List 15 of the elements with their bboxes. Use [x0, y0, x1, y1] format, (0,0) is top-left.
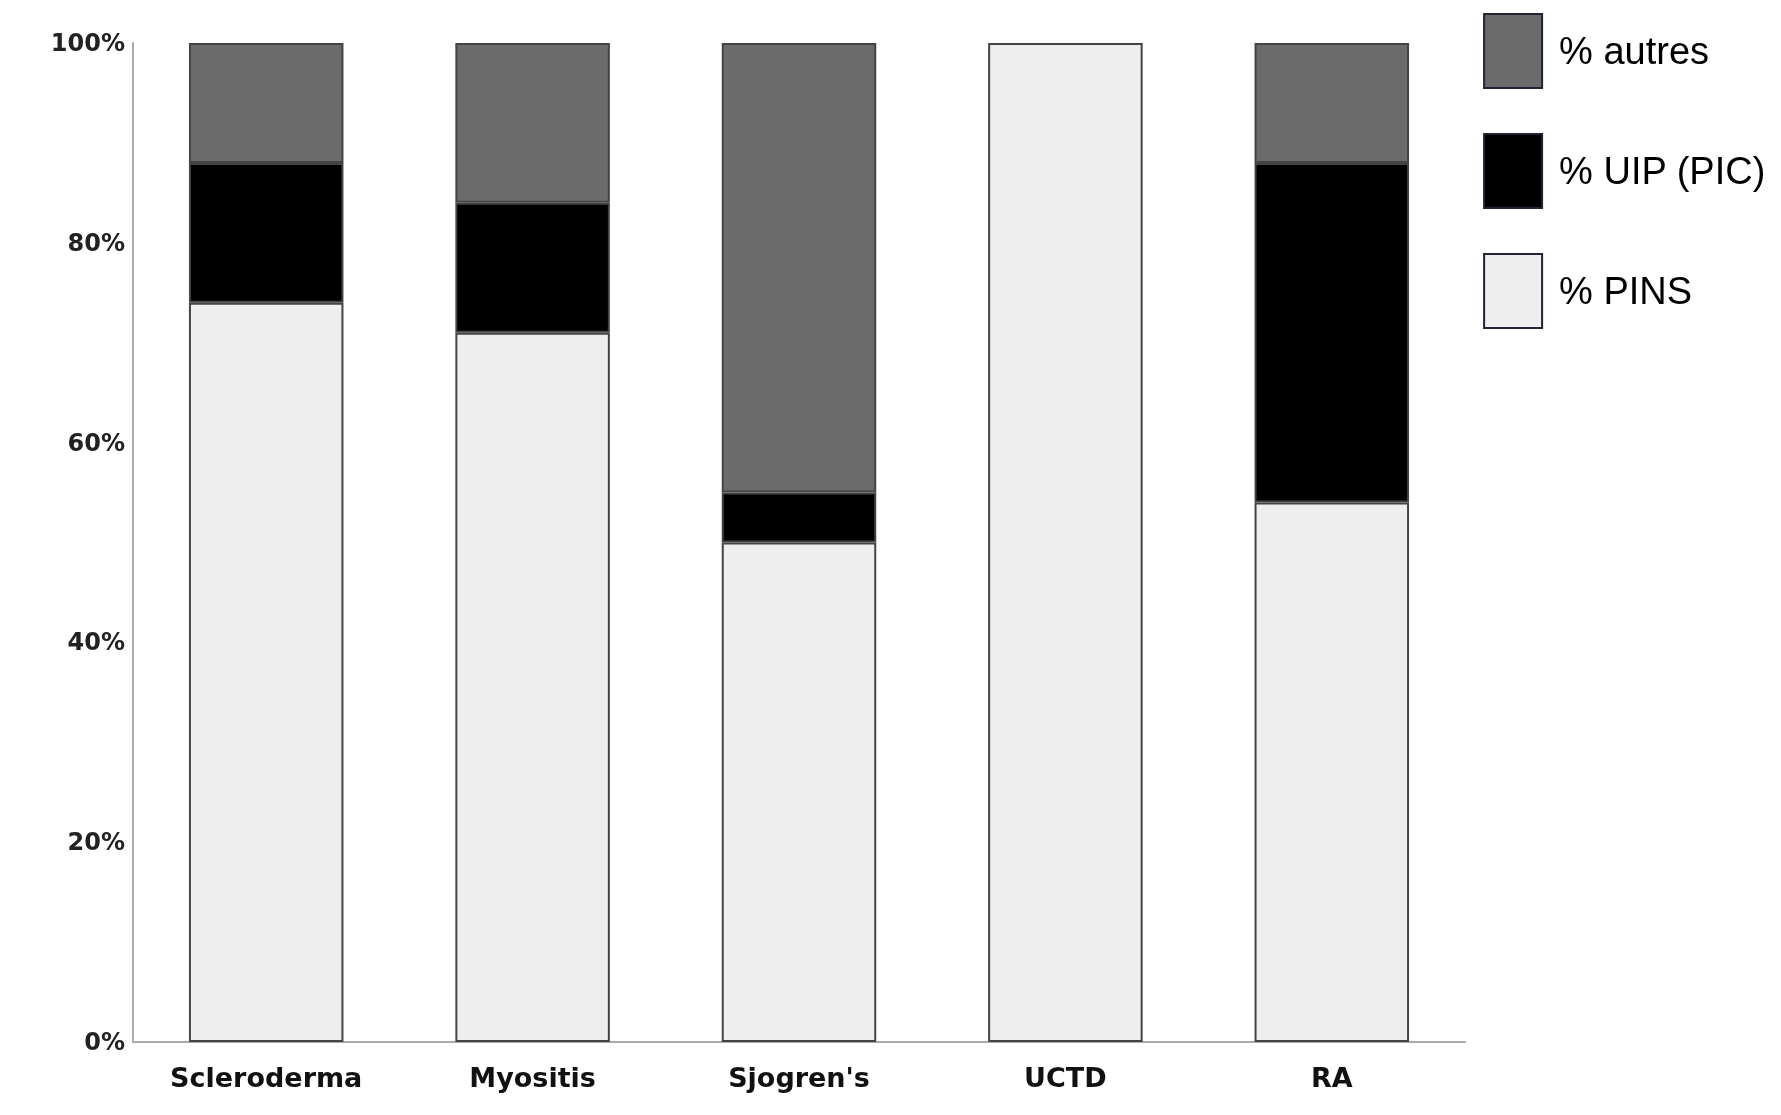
y-tick-label: 40%	[67, 628, 125, 657]
x-tick-label: Myositis	[469, 1062, 596, 1093]
bar	[988, 43, 1143, 1042]
y-tick-label: 0%	[84, 1028, 125, 1056]
y-tick-label: 20%	[67, 828, 125, 857]
x-tick-label: Sjogren's	[728, 1062, 870, 1093]
y-tick-label: 80%	[67, 228, 125, 257]
x-tick-label: UCTD	[1024, 1062, 1107, 1093]
x-tick-label: RA	[1310, 1062, 1353, 1093]
legend-label: % PINS	[1559, 270, 1693, 312]
y-tick-label: 100%	[50, 29, 125, 57]
legend-label: % UIP (PIC)	[1559, 150, 1766, 192]
legend-label: % autres	[1559, 30, 1710, 72]
y-tick-label: 60%	[67, 428, 125, 457]
x-tick-label: Scleroderma	[170, 1062, 363, 1093]
